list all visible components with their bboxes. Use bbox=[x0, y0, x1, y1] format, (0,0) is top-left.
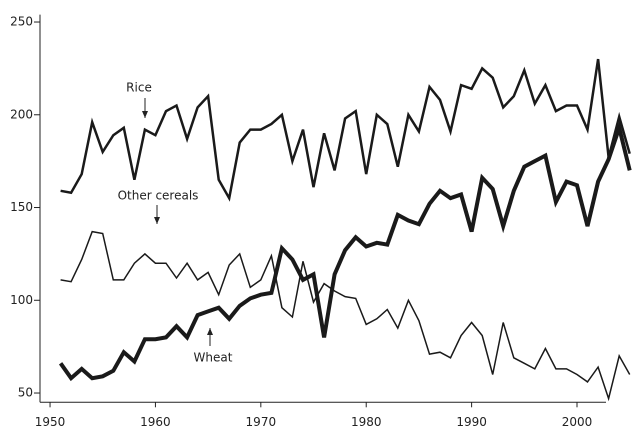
series-annotation: Rice bbox=[126, 81, 152, 95]
y-tick-label: 100 bbox=[10, 293, 33, 307]
series-line bbox=[60, 230, 631, 402]
y-tick-label: 200 bbox=[10, 107, 33, 121]
x-tick-label: 2000 bbox=[562, 415, 593, 429]
x-tick-label: 1970 bbox=[246, 415, 277, 429]
x-tick-label: 1950 bbox=[35, 415, 66, 429]
x-tick-label: 1960 bbox=[140, 415, 171, 429]
x-tick-label: 1990 bbox=[456, 415, 487, 429]
y-tick-label: 50 bbox=[18, 386, 33, 400]
arrow-head bbox=[142, 111, 148, 118]
y-tick-label: 250 bbox=[10, 15, 33, 29]
series-line bbox=[60, 58, 631, 202]
series-annotation: Wheat bbox=[194, 351, 233, 365]
arrow-head bbox=[207, 328, 213, 335]
series-annotation: Other cereals bbox=[118, 189, 199, 203]
x-tick-label: 1980 bbox=[351, 415, 382, 429]
arrow-head bbox=[154, 217, 160, 224]
series-line bbox=[58, 120, 632, 382]
y-tick-label: 150 bbox=[10, 200, 33, 214]
